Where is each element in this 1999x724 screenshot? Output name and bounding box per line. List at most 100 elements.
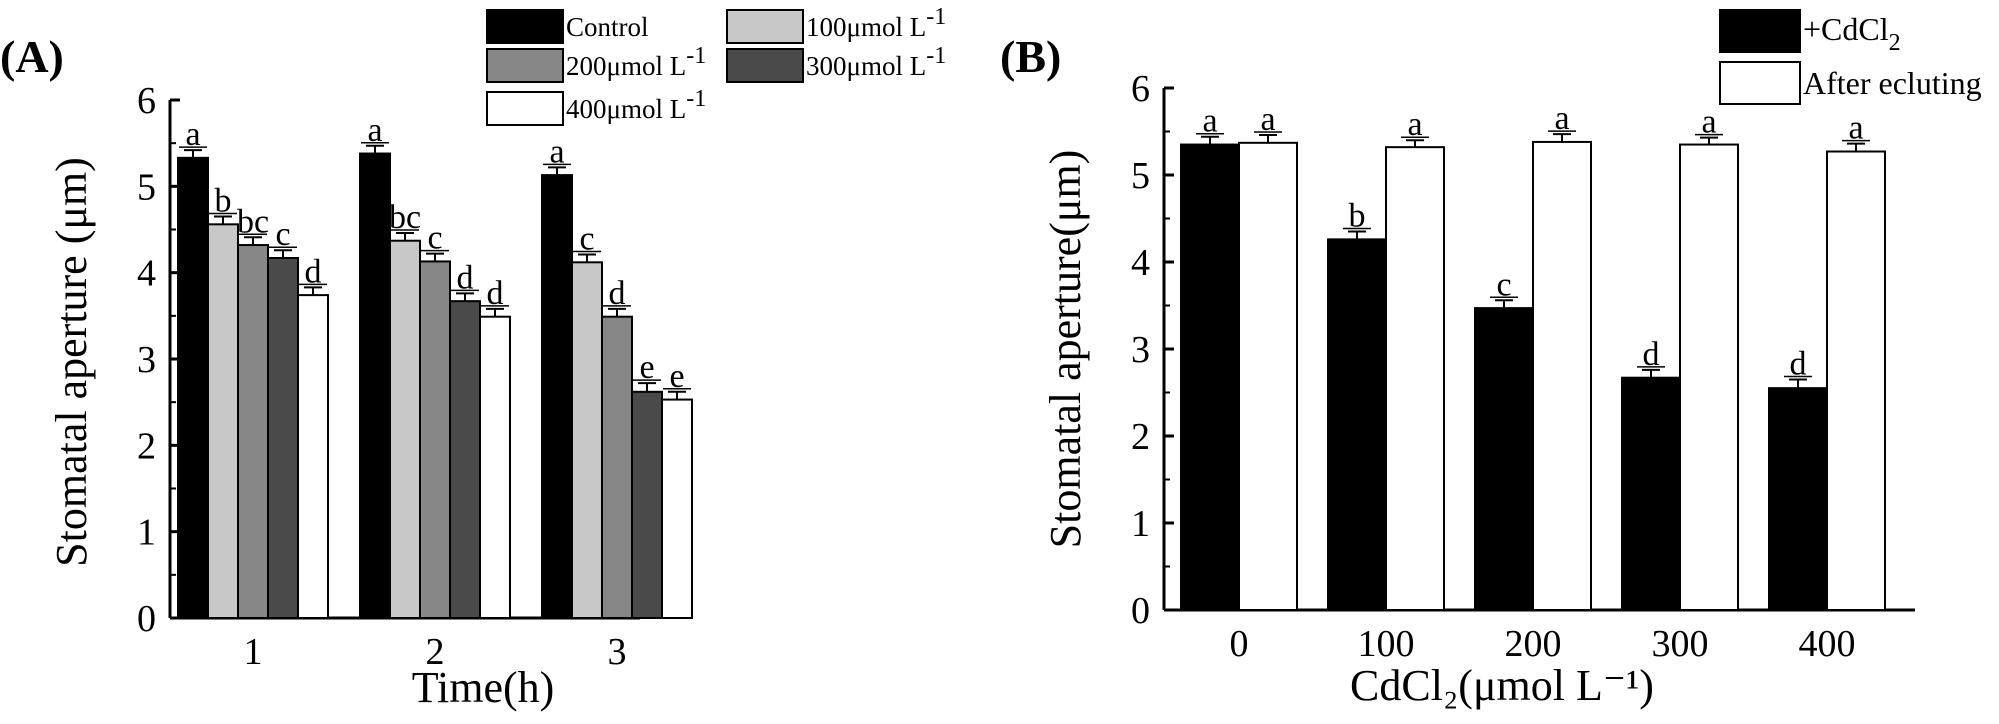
bar [359, 152, 391, 619]
x-tick-label: 400 [1799, 623, 1856, 665]
bar [1238, 141, 1298, 611]
bar [1826, 150, 1886, 611]
panel-a-y-axis-title: Stomatal aperture (μm) [47, 157, 96, 567]
significance-letter: c [427, 220, 442, 257]
bar [297, 294, 329, 619]
y-tick-label: 2 [1131, 416, 1150, 458]
significance-letter: a [1848, 110, 1863, 147]
y-tick-label: 4 [1131, 242, 1150, 284]
significance-letter: d [1790, 345, 1807, 382]
x-tick-label: 0 [1230, 623, 1249, 665]
legend-item-200: 200μmol L-1 [486, 43, 706, 83]
legend-swatch-control [486, 9, 564, 44]
legend-swatch-200 [486, 48, 564, 83]
legend-label: +CdCl2 [1803, 11, 1901, 56]
y-tick-label: 4 [137, 253, 156, 295]
panel-b-bars: a a b a c a d a d a [1180, 100, 1886, 612]
x-tick-label: 200 [1505, 623, 1562, 665]
panel-b-label: (B) [1000, 31, 1061, 82]
y-tick-label: 1 [137, 512, 156, 554]
y-tick-label: 0 [1131, 590, 1150, 632]
legend-swatch-400 [486, 91, 564, 126]
significance-letter: b [1349, 198, 1366, 235]
bar [419, 260, 451, 619]
legend-swatch-after-ecluting [1719, 61, 1801, 105]
x-tick-label: 300 [1652, 623, 1709, 665]
panel-a-legend: Control 100μmol L-1 200μmol L-1 300μmol … [486, 4, 946, 126]
significance-letter: a [367, 112, 382, 149]
panel-a-y-ticks: 0 1 2 3 4 5 6 [137, 80, 180, 640]
significance-letter: d [1643, 336, 1660, 373]
legend-label: 100μmol L-1 [806, 4, 946, 42]
bar [601, 315, 633, 619]
y-tick-label: 3 [1131, 329, 1150, 371]
legend-swatch-300 [726, 48, 804, 83]
x-tick-label: 3 [608, 631, 627, 673]
panel-b-y-ticks: 0 1 2 3 4 5 6 [1131, 68, 1174, 632]
significance-letter: a [185, 116, 200, 153]
significance-letter: d [457, 259, 474, 296]
legend-label: 400μmol L-1 [566, 86, 706, 124]
bar [1327, 238, 1387, 611]
bar [571, 261, 603, 619]
significance-letter: e [639, 349, 654, 386]
panel-b: (B) 0 1 2 3 4 5 6 0 100 200 300 400 a a b a c a d a d a Sto… [1000, 9, 1982, 710]
legend-swatch-cdcl2 [1719, 9, 1801, 53]
x-tick-label: 100 [1358, 623, 1415, 665]
bar [661, 398, 693, 619]
significance-letter: a [1407, 106, 1422, 143]
legend-item-after-ecluting: After ecluting [1719, 61, 1982, 105]
bar [389, 239, 421, 619]
panel-a-x-axis-title: Time(h) [412, 663, 555, 712]
significance-letter: a [1554, 100, 1569, 137]
bar [449, 300, 481, 619]
significance-letter: c [1496, 266, 1511, 303]
y-tick-label: 6 [137, 80, 156, 122]
bar [1532, 140, 1592, 611]
bar [1474, 307, 1534, 611]
bar [1768, 387, 1828, 611]
bar [1679, 143, 1739, 612]
panel-b-legend: +CdCl2 After ecluting [1719, 9, 1982, 105]
legend-item-300: 300μmol L-1 [726, 43, 946, 83]
legend-label: Control [566, 12, 649, 42]
bar [479, 315, 511, 619]
bar [1180, 143, 1240, 612]
significance-letter: d [487, 275, 504, 312]
y-tick-label: 6 [1131, 68, 1150, 110]
legend-item-100: 100μmol L-1 [726, 4, 946, 44]
legend-swatch-100 [726, 9, 804, 44]
bar [177, 156, 209, 620]
bar [1621, 376, 1681, 611]
y-tick-label: 5 [137, 166, 156, 208]
x-tick-label: 1 [244, 631, 263, 673]
bar [541, 174, 573, 620]
significance-letter: c [275, 216, 290, 253]
y-tick-label: 0 [137, 598, 156, 640]
significance-letter: d [609, 275, 626, 312]
bar [207, 223, 239, 619]
significance-letter: a [1260, 101, 1275, 138]
legend-item-control: Control [486, 9, 649, 44]
y-tick-label: 2 [137, 425, 156, 467]
significance-letter: c [579, 221, 594, 258]
panel-b-y-axis-title: Stomatal aperture(μm) [1041, 150, 1090, 549]
significance-letter: a [549, 133, 564, 170]
y-tick-label: 5 [1131, 155, 1150, 197]
y-tick-label: 1 [1131, 503, 1150, 545]
legend-item-cdcl2: +CdCl2 [1719, 9, 1901, 56]
bar [267, 256, 299, 619]
bar [631, 390, 663, 619]
bar [237, 244, 269, 619]
legend-label: After ecluting [1803, 65, 1982, 101]
significance-letter: d [305, 253, 322, 290]
significance-letter: a [1202, 103, 1217, 140]
panel-b-x-ticks: 0 100 200 300 400 [1230, 600, 1856, 665]
panel-b-x-axis-title: CdCl₂(μmol L⁻¹) [1350, 661, 1654, 710]
significance-letter: e [669, 358, 684, 395]
legend-label: 200μmol L-1 [566, 43, 706, 81]
significance-letter: b [215, 183, 232, 220]
